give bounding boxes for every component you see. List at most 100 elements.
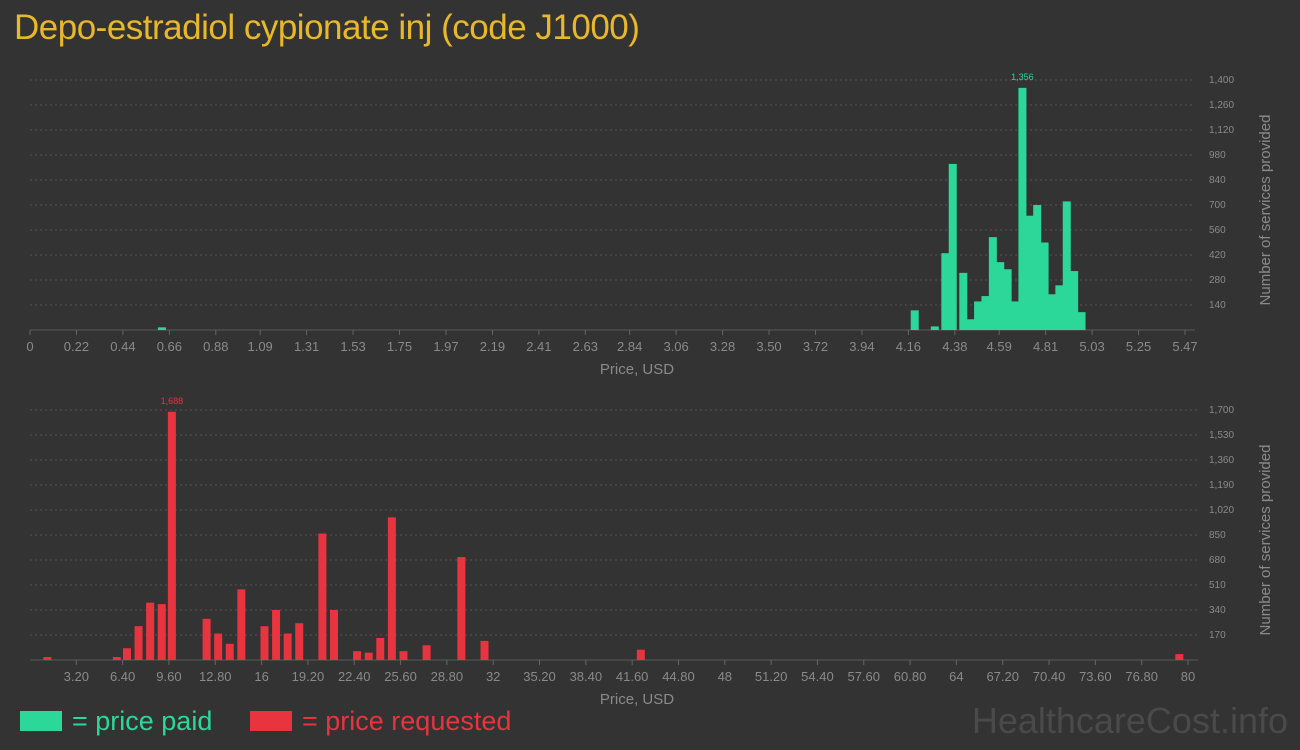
- x-tick-label: 6.40: [110, 669, 135, 684]
- y-tick-label: 680: [1209, 555, 1226, 566]
- bar: [112, 657, 121, 660]
- x-axis-title: Price, USD: [600, 691, 674, 708]
- legend-paid-label: = price paid: [72, 705, 213, 736]
- bar: [1055, 285, 1064, 330]
- x-axis-title: Price, USD: [600, 361, 674, 378]
- bar: [1070, 271, 1079, 330]
- y-tick-label: 140: [1209, 300, 1226, 311]
- y-tick-label: 1,400: [1209, 75, 1234, 86]
- bar: [1175, 654, 1184, 660]
- x-tick-label: 51.20: [755, 669, 788, 684]
- x-tick-label: 22.40: [338, 669, 371, 684]
- bar: [974, 301, 983, 330]
- y-tick-label: 840: [1209, 175, 1226, 186]
- x-tick-label: 5.03: [1079, 339, 1104, 354]
- bar: [237, 589, 246, 660]
- bar: [480, 640, 489, 660]
- x-tick-label: 5.47: [1172, 339, 1197, 354]
- bar: [122, 648, 131, 660]
- bar: [260, 626, 269, 660]
- bar: [930, 326, 939, 330]
- x-tick-label: 4.38: [942, 339, 967, 354]
- x-tick-label: 25.60: [384, 669, 417, 684]
- x-tick-label: 1.31: [294, 339, 319, 354]
- bar: [966, 319, 975, 330]
- x-tick-label: 0.22: [64, 339, 89, 354]
- x-tick-label: 3.50: [756, 339, 781, 354]
- x-tick-label: 35.20: [523, 669, 556, 684]
- x-tick-label: 0: [26, 339, 33, 354]
- bar: [167, 411, 176, 660]
- x-tick-label: 5.25: [1126, 339, 1151, 354]
- bar: [283, 633, 292, 660]
- x-tick-label: 44.80: [662, 669, 695, 684]
- y-tick-label: 980: [1209, 150, 1226, 161]
- bar: [1047, 294, 1056, 330]
- y-tick-label: 700: [1209, 200, 1226, 211]
- bar: [1025, 215, 1034, 330]
- bar: [981, 296, 990, 330]
- bar: [910, 310, 919, 330]
- y-tick-label: 1,190: [1209, 480, 1234, 491]
- x-tick-label: 70.40: [1033, 669, 1066, 684]
- x-tick-label: 16: [254, 669, 268, 684]
- peak-value-label: 1,356: [1011, 72, 1034, 82]
- x-tick-label: 28.80: [431, 669, 464, 684]
- x-tick-label: 3.06: [663, 339, 688, 354]
- y-tick-label: 850: [1209, 530, 1226, 541]
- x-tick-label: 2.19: [480, 339, 505, 354]
- bar: [988, 237, 997, 330]
- legend-price-requested: = price requested: [250, 704, 511, 738]
- x-tick-label: 9.60: [156, 669, 181, 684]
- x-tick-label: 4.81: [1033, 339, 1058, 354]
- x-tick-label: 0.66: [157, 339, 182, 354]
- bar: [399, 651, 408, 660]
- x-tick-label: 60.80: [894, 669, 927, 684]
- bar: [948, 163, 957, 330]
- bar: [329, 610, 338, 660]
- x-tick-label: 38.40: [570, 669, 603, 684]
- x-tick-label: 73.60: [1079, 669, 1112, 684]
- bar: [157, 327, 166, 330]
- x-tick-label: 54.40: [801, 669, 834, 684]
- y-axis-title: Number of services provided: [1257, 445, 1274, 636]
- y-tick-label: 1,530: [1209, 430, 1234, 441]
- bar: [364, 652, 373, 660]
- bar: [1062, 201, 1071, 330]
- y-axis-title: Number of services provided: [1257, 115, 1274, 306]
- bar: [1040, 242, 1049, 330]
- x-tick-label: 41.60: [616, 669, 649, 684]
- bar: [1003, 269, 1012, 330]
- x-tick-label: 2.41: [526, 339, 551, 354]
- x-tick-label: 64: [949, 669, 963, 684]
- bar: [295, 623, 304, 660]
- bar: [202, 618, 211, 660]
- peak-value-label: 1,688: [161, 396, 184, 406]
- legend-price-paid: = price paid: [20, 704, 212, 738]
- x-tick-label: 0.88: [203, 339, 228, 354]
- x-tick-label: 3.20: [64, 669, 89, 684]
- legend-requested-label: = price requested: [302, 705, 512, 736]
- x-tick-label: 1.09: [247, 339, 272, 354]
- bar: [1011, 301, 1020, 330]
- x-tick-label: 48: [718, 669, 732, 684]
- y-tick-label: 420: [1209, 250, 1226, 261]
- bar: [214, 633, 223, 660]
- x-tick-label: 4.59: [987, 339, 1012, 354]
- y-tick-label: 510: [1209, 580, 1226, 591]
- bar: [225, 643, 234, 660]
- bar: [353, 651, 362, 660]
- x-tick-label: 76.80: [1125, 669, 1158, 684]
- x-tick-label: 32: [486, 669, 500, 684]
- x-tick-label: 1.75: [387, 339, 412, 354]
- y-tick-label: 1,360: [1209, 455, 1234, 466]
- x-tick-label: 2.63: [573, 339, 598, 354]
- bar: [43, 657, 52, 660]
- bar: [146, 602, 155, 660]
- x-tick-label: 57.60: [847, 669, 880, 684]
- bar: [422, 645, 431, 660]
- bar: [318, 533, 327, 660]
- x-tick-label: 4.16: [896, 339, 921, 354]
- bar: [157, 604, 166, 660]
